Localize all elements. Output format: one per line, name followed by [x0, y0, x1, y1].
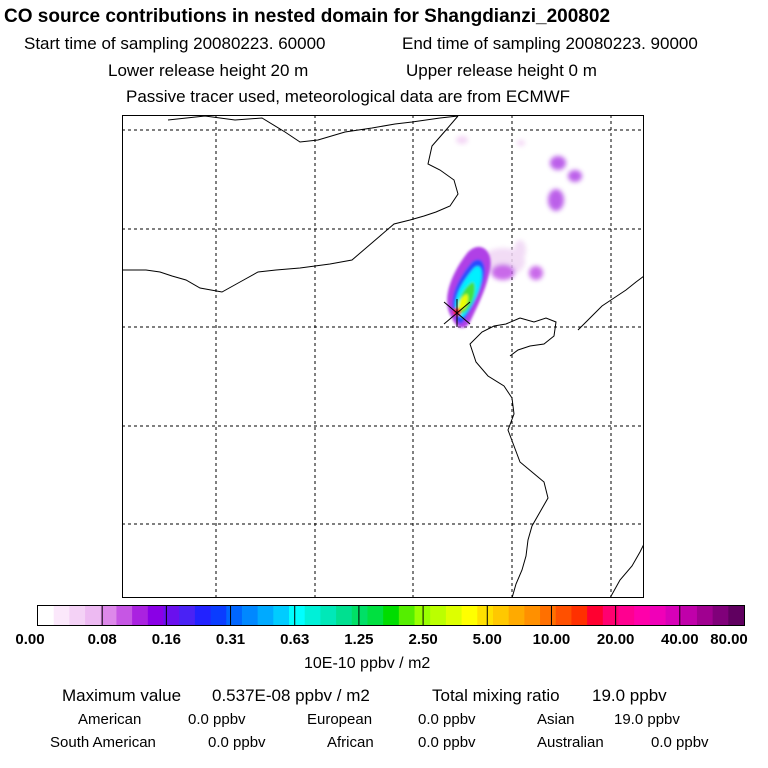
- colorbar-cell: [555, 606, 573, 625]
- total-mixing-ratio-label: Total mixing ratio: [432, 686, 560, 705]
- station-marker: [443, 299, 471, 327]
- colorbar-cell: [53, 606, 70, 625]
- colorbar-cell: [132, 606, 149, 625]
- region-african-value: 0.0 ppbv: [418, 734, 476, 751]
- colorbar-cell: [69, 606, 86, 625]
- colorbar-cell: [116, 606, 133, 625]
- colorbar-cell: [194, 606, 212, 625]
- colorbar-tick-label: 1.25: [344, 631, 374, 648]
- colorbar-cell: [289, 606, 306, 625]
- colorbar-cell: [304, 606, 321, 625]
- region-south-american-value: 0.0 ppbv: [208, 734, 266, 751]
- region-european-value: 0.0 ppbv: [418, 711, 476, 728]
- colorbar-cell: [257, 606, 274, 625]
- colorbar-cell: [445, 606, 463, 625]
- colorbar-cell: [351, 606, 369, 625]
- grid-lines: [122, 115, 644, 598]
- region-asian-label: Asian: [537, 711, 575, 728]
- colorbar-cell: [508, 606, 525, 625]
- colorbar-cell: [367, 606, 384, 625]
- colorbar-cell: [696, 606, 714, 625]
- colorbar-cell: [618, 606, 635, 625]
- colorbar-tick-label: 2.50: [408, 631, 438, 648]
- colorbar-cell: [477, 606, 494, 625]
- total-mixing-ratio-value: 19.0 ppbv: [592, 686, 667, 705]
- colorbar-cell: [100, 606, 118, 625]
- colorbar-cell: [85, 606, 102, 625]
- colorbar-cell: [540, 606, 557, 625]
- colorbar-cell: [226, 606, 243, 625]
- colorbar-cell: [681, 606, 698, 625]
- lower-release-height-label: Lower release height 20 m: [108, 61, 309, 80]
- colorbar-cell: [210, 606, 227, 625]
- colorbar-cell: [665, 606, 682, 625]
- region-african-label: African: [327, 734, 374, 751]
- region-american-label: American: [78, 711, 142, 728]
- colorbar-units: 10E-10 ppbv / m2: [304, 655, 431, 672]
- region-american-value: 0.0 ppbv: [188, 711, 246, 728]
- region-australian-value: 0.0 ppbv: [651, 734, 709, 751]
- colorbar-cell: [649, 606, 667, 625]
- colorbar-cell: [336, 606, 353, 625]
- colorbar-tick-label: 5.00: [472, 631, 502, 648]
- colorbar-tick-label: 10.00: [532, 631, 571, 648]
- colorbar-cell: [383, 606, 400, 625]
- colorbar-cell: [179, 606, 196, 625]
- end-time-label: End time of sampling 20080223. 90000: [402, 34, 698, 53]
- colorbar-cell: [398, 606, 416, 625]
- colorbar-tick-label: 0.16: [151, 631, 181, 648]
- colorbar-cell: [241, 606, 259, 625]
- colorbar-cell: [163, 606, 180, 625]
- colorbar-cell: [634, 606, 651, 625]
- region-south-american-label: South American: [50, 734, 156, 751]
- colorbar-tick-label: 0.08: [87, 631, 117, 648]
- colorbar-cell: [273, 606, 290, 625]
- colorbar-tick-label: 80.00: [710, 631, 748, 648]
- colorbar-tick-label: 0.31: [215, 631, 246, 648]
- colorbar-cell: [728, 606, 745, 625]
- colorbar-cell: [587, 606, 604, 625]
- tracer-note: Passive tracer used, meteorological data…: [126, 87, 571, 106]
- colorbar-cell: [430, 606, 447, 625]
- colorbar-cell: [38, 606, 55, 625]
- colorbar-cell: [320, 606, 337, 625]
- colorbar-cell: [147, 606, 165, 625]
- colorbar-tick-label: 0.63: [280, 631, 310, 648]
- colorbar-cell: [492, 606, 510, 625]
- colorbar-cell: [712, 606, 729, 625]
- colorbar-tick-label: 0.00: [15, 631, 45, 648]
- colorbar-tick-label: 40.00: [661, 631, 699, 648]
- region-australian-label: Australian: [537, 734, 604, 751]
- colorbar-cell: [571, 606, 588, 625]
- map-frame: [122, 115, 644, 598]
- region-asian-value: 19.0 ppbv: [614, 711, 680, 728]
- region-european-label: European: [307, 711, 373, 728]
- max-value: 0.537E-08 ppbv / m2: [212, 686, 370, 705]
- upper-release-height-label: Upper release height 0 m: [406, 61, 597, 80]
- concentration-plume: [447, 136, 582, 328]
- colorbar-tick-label: 20.00: [596, 631, 635, 648]
- colorbar-cell: [602, 606, 620, 625]
- colorbar-cell: [524, 606, 541, 625]
- map-title: CO source contributions in nested domain…: [4, 6, 611, 27]
- start-time-label: Start time of sampling 20080223. 60000: [24, 34, 326, 53]
- max-value-label: Maximum value: [62, 686, 182, 705]
- colorbar-cell: [461, 606, 478, 625]
- coastlines: [122, 115, 644, 598]
